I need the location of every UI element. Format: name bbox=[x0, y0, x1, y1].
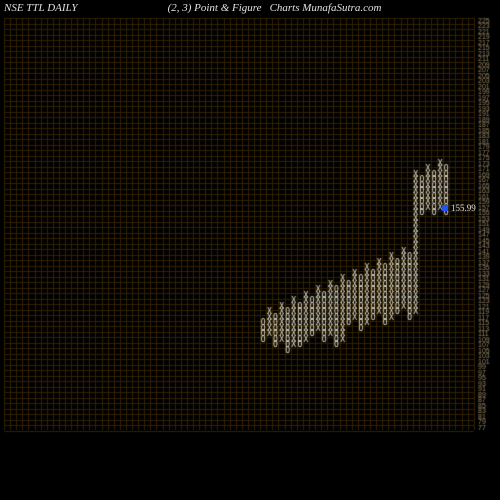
header-params: (2, 3) Point & Figure bbox=[168, 2, 262, 18]
header-symbol: NSE TTL DAILY bbox=[4, 2, 78, 18]
chart-header: NSE TTL DAILY (2, 3) Point & Figure Char… bbox=[4, 2, 496, 18]
chart-canvas bbox=[0, 0, 500, 500]
current-price-marker: 155.99 bbox=[442, 203, 476, 213]
price-marker-icon bbox=[442, 205, 448, 211]
header-source: Charts MunafaSutra.com bbox=[270, 2, 382, 18]
pnf-chart: NSE TTL DAILY (2, 3) Point & Figure Char… bbox=[0, 0, 500, 500]
price-marker-value: 155.99 bbox=[451, 203, 476, 213]
